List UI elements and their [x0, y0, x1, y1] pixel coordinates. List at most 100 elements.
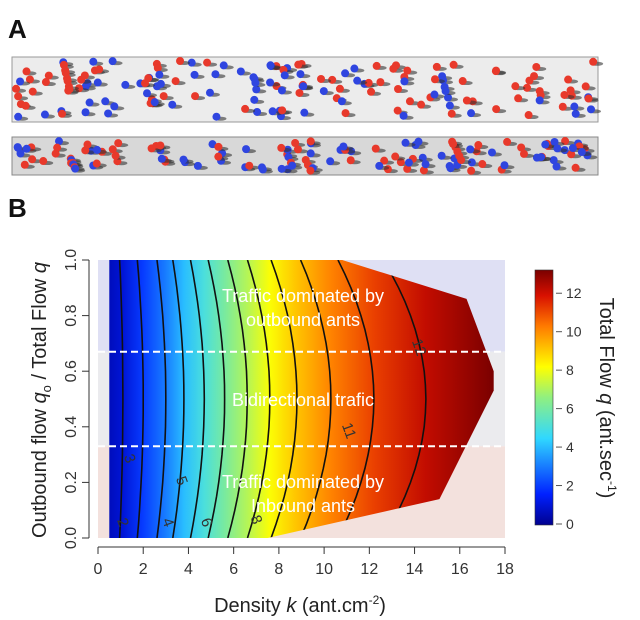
- ant-marker: [277, 86, 286, 95]
- ant-marker: [41, 78, 50, 87]
- ant-marker: [16, 77, 25, 86]
- ant-marker: [586, 105, 595, 114]
- ant-marker: [300, 108, 309, 117]
- ant-marker: [108, 145, 117, 154]
- ant-marker: [20, 160, 29, 169]
- ant-marker: [341, 109, 350, 118]
- ant-marker: [214, 142, 223, 151]
- ant-marker: [560, 90, 569, 99]
- ant-marker: [306, 137, 315, 146]
- ant-marker: [93, 78, 102, 87]
- contour-line: [382, 260, 427, 538]
- colorbar-tick-label: 8: [566, 362, 574, 378]
- ant-marker: [393, 106, 402, 115]
- ant-marker: [447, 109, 456, 118]
- ant-marker: [335, 84, 344, 93]
- ant-marker: [519, 149, 528, 158]
- ant-marker: [143, 89, 152, 98]
- ant-marker: [219, 61, 228, 70]
- x-tick-label: 18: [496, 561, 514, 578]
- ant-marker: [214, 152, 223, 161]
- ant-marker: [399, 111, 408, 120]
- ant-marker: [553, 144, 562, 153]
- colorbar-tick-label: 0: [566, 516, 574, 532]
- ant-marker: [171, 77, 180, 86]
- ant-marker: [568, 144, 577, 153]
- ant-marker: [291, 138, 300, 147]
- ant-marker: [95, 65, 104, 74]
- ant-marker: [288, 161, 297, 170]
- ant-marker: [549, 156, 558, 165]
- ant-marker: [205, 88, 214, 97]
- ant-marker: [372, 61, 381, 70]
- ant-marker: [176, 57, 185, 66]
- ant-marker: [441, 87, 450, 96]
- ant-marker: [467, 166, 476, 175]
- ant-marker: [537, 153, 546, 162]
- x-axis-label: Density k (ant.cm-2): [214, 593, 386, 617]
- y-tick-label: 0.2: [63, 471, 80, 493]
- ant-marker: [584, 94, 593, 103]
- ant-marker: [371, 144, 380, 153]
- colorbar-tick-label: 6: [566, 401, 574, 417]
- ant-marker: [299, 82, 308, 91]
- ant-marker: [589, 57, 598, 66]
- y-axis-label: Outbound flow qo / Total Flow q: [29, 262, 54, 538]
- ant-marker: [457, 156, 466, 165]
- ant-marker: [403, 164, 412, 173]
- ant-marker: [242, 145, 251, 154]
- ant-marker: [147, 144, 156, 153]
- ant-marker: [317, 74, 326, 83]
- ant-marker: [430, 75, 439, 84]
- contour-line: [118, 260, 124, 538]
- x-tick-label: 6: [229, 561, 238, 578]
- ant-marker: [524, 111, 533, 120]
- ant-trail-photos: [11, 56, 604, 176]
- contour-line: [299, 260, 332, 538]
- ant-marker: [89, 57, 98, 66]
- ant-marker: [85, 98, 94, 107]
- ant-marker: [319, 87, 328, 96]
- ant-marker: [81, 108, 90, 117]
- ant-marker: [156, 79, 165, 88]
- ant-marker: [252, 85, 261, 94]
- ant-marker: [525, 76, 534, 85]
- ant-marker: [375, 161, 384, 170]
- ant-marker: [191, 92, 200, 101]
- ant-marker: [159, 92, 168, 101]
- ant-marker: [517, 143, 526, 152]
- ant-marker: [44, 71, 53, 80]
- ant-marker: [511, 82, 520, 91]
- colorbar-label: Total Flow q (ant.sec-1): [595, 298, 619, 499]
- region-label: Bidirectional trafic: [232, 390, 374, 410]
- ant-marker: [212, 112, 221, 121]
- ant-marker: [12, 84, 21, 93]
- contour-line: [172, 260, 185, 538]
- ant-marker: [92, 159, 101, 168]
- contour-label: 12: [408, 337, 430, 358]
- region-label: Inbound ants: [251, 496, 355, 516]
- ant-marker: [280, 71, 289, 80]
- ant-marker: [155, 70, 164, 79]
- ant-marker: [108, 57, 117, 66]
- ant-marker: [179, 155, 188, 164]
- contour-line: [337, 260, 375, 538]
- ant-marker: [532, 62, 541, 71]
- ant-marker: [380, 156, 389, 165]
- ant-marker: [466, 145, 475, 154]
- y-tick-label: 0.0: [63, 527, 80, 549]
- ant-marker: [394, 85, 403, 94]
- contour-line: [189, 260, 206, 538]
- ant-marker: [405, 97, 414, 106]
- ant-marker: [114, 139, 123, 148]
- ant-marker: [367, 87, 376, 96]
- region-label: Traffic dominated by: [222, 472, 384, 492]
- colorbar: [534, 269, 554, 526]
- ant-marker: [294, 60, 303, 69]
- ant-marker: [14, 92, 23, 101]
- ant-marker: [58, 109, 67, 118]
- ant-marker: [110, 102, 119, 111]
- x-tick-label: 10: [315, 561, 333, 578]
- ant-marker: [437, 151, 446, 160]
